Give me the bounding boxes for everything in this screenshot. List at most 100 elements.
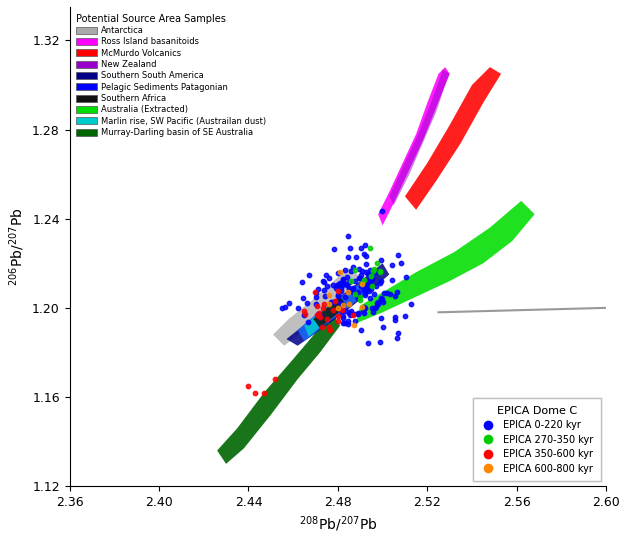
Point (342, 273, 352, 282)
Point (369, 290, 379, 299)
Y-axis label: $^{206}$Pb/$^{207}$Pb: $^{206}$Pb/$^{207}$Pb (7, 207, 26, 286)
Point (356, 273, 366, 282)
Polygon shape (273, 268, 361, 346)
Point (365, 244, 375, 253)
Point (356, 282, 366, 291)
Point (337, 307, 347, 315)
Point (312, 302, 322, 311)
Point (337, 278, 347, 287)
Point (376, 294, 386, 302)
Point (350, 316, 361, 325)
Point (315, 311, 325, 320)
Point (387, 275, 397, 284)
Point (347, 263, 357, 272)
Point (361, 252, 371, 261)
Point (336, 286, 346, 295)
Point (361, 260, 371, 269)
Point (369, 265, 379, 273)
Point (359, 275, 369, 284)
Point (347, 288, 357, 296)
Point (320, 292, 330, 301)
Point (302, 299, 312, 308)
Point (357, 267, 367, 275)
Point (357, 302, 367, 311)
Point (328, 305, 338, 314)
Point (332, 284, 342, 293)
Point (250, 388, 260, 397)
X-axis label: $^{208}$Pb/$^{207}$Pb: $^{208}$Pb/$^{207}$Pb (298, 514, 377, 534)
Point (300, 311, 310, 319)
Point (376, 338, 386, 346)
Point (340, 265, 350, 274)
Point (321, 271, 331, 280)
Polygon shape (287, 263, 389, 346)
Point (344, 283, 354, 292)
Point (355, 293, 365, 301)
Point (387, 261, 397, 269)
Point (359, 308, 369, 317)
Point (353, 308, 363, 317)
Polygon shape (356, 201, 535, 324)
Point (374, 267, 384, 276)
Point (314, 309, 324, 318)
Point (277, 304, 287, 312)
Point (359, 286, 369, 294)
Polygon shape (298, 283, 365, 341)
Point (390, 312, 400, 321)
Point (335, 283, 345, 292)
Point (345, 311, 355, 319)
Point (379, 289, 389, 298)
Point (377, 298, 387, 306)
Point (377, 295, 387, 304)
Point (317, 323, 327, 332)
Point (348, 311, 358, 319)
Point (344, 286, 354, 294)
Point (360, 281, 370, 289)
Point (300, 310, 310, 319)
Point (358, 307, 368, 315)
Point (338, 275, 348, 283)
Point (357, 280, 367, 288)
Point (371, 304, 381, 312)
Point (313, 309, 323, 318)
Point (376, 313, 386, 322)
Point (280, 303, 290, 312)
Point (322, 315, 332, 324)
Point (367, 304, 377, 312)
Point (379, 323, 389, 332)
Point (324, 300, 334, 309)
Point (360, 291, 370, 300)
Point (350, 266, 360, 275)
Point (329, 245, 339, 253)
Point (339, 276, 349, 285)
Point (393, 251, 403, 260)
Point (335, 279, 345, 287)
Point (352, 292, 362, 301)
Point (312, 285, 322, 293)
Point (389, 316, 399, 325)
Point (364, 273, 374, 282)
Point (338, 319, 348, 328)
Point (357, 279, 367, 287)
Point (366, 285, 376, 294)
Point (344, 278, 354, 286)
Point (325, 326, 335, 334)
Point (371, 267, 381, 275)
Point (356, 243, 366, 252)
Point (401, 273, 411, 282)
Point (310, 287, 320, 296)
Point (319, 300, 329, 308)
Polygon shape (378, 67, 450, 226)
Point (333, 292, 343, 300)
Point (305, 271, 315, 280)
Point (361, 303, 371, 312)
Point (339, 300, 349, 309)
Point (270, 375, 280, 384)
Point (363, 339, 373, 348)
Point (364, 287, 374, 295)
Point (297, 277, 307, 286)
Point (332, 281, 342, 290)
Point (349, 289, 359, 298)
Point (334, 312, 344, 321)
Point (391, 292, 401, 300)
